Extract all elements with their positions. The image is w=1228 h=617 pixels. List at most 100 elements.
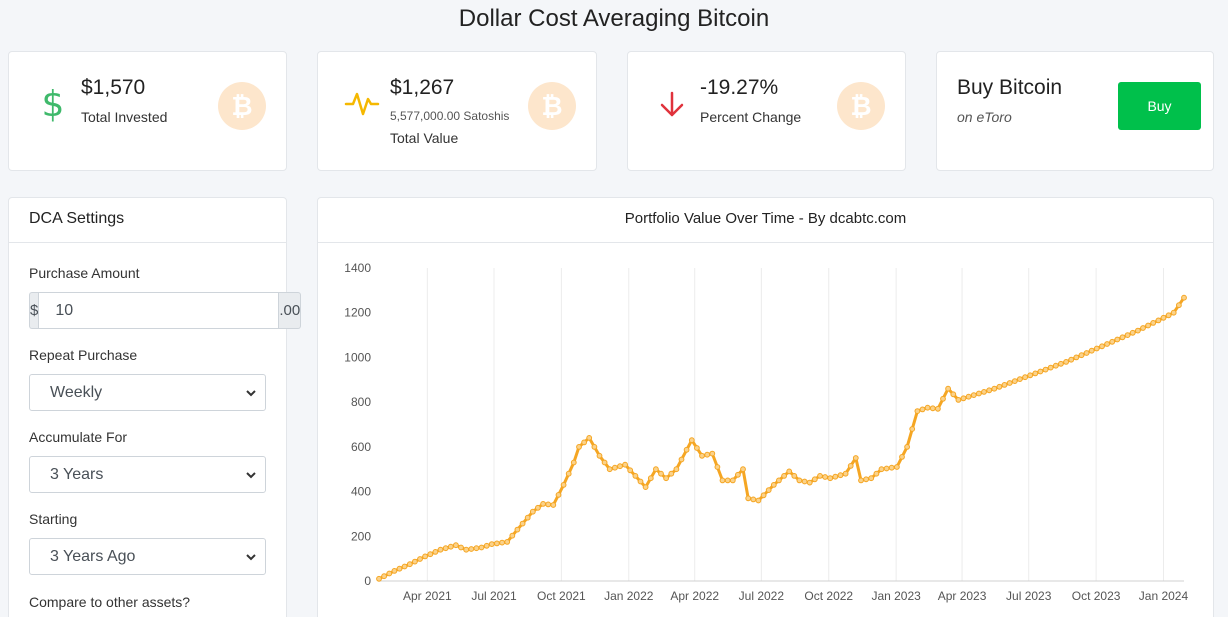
data-point bbox=[1063, 359, 1069, 365]
percent-change-card: -19.27% Percent Change ₿ bbox=[627, 51, 906, 171]
x-tick-label: Apr 2023 bbox=[938, 589, 987, 603]
total-value-label: Total Value bbox=[390, 130, 459, 146]
accumulate-for-select[interactable]: 3 Years bbox=[29, 456, 266, 493]
data-point bbox=[1068, 356, 1075, 363]
data-point bbox=[653, 466, 659, 473]
data-point bbox=[376, 575, 382, 582]
data-point bbox=[1124, 332, 1131, 338]
compare-assets-label: Compare to other assets? bbox=[29, 594, 191, 610]
buy-bitcoin-title: Buy Bitcoin bbox=[957, 76, 1063, 99]
data-point bbox=[991, 385, 998, 392]
data-point bbox=[519, 520, 526, 527]
data-point bbox=[935, 405, 941, 412]
dca-settings-panel: DCA Settings Purchase Amount $ .00 Repea… bbox=[8, 197, 302, 617]
data-point bbox=[796, 477, 803, 484]
data-point bbox=[627, 467, 634, 474]
data-point bbox=[617, 463, 623, 470]
percent-change-value: -19.27% bbox=[700, 76, 779, 99]
data-point bbox=[658, 470, 664, 477]
x-tick-label: Apr 2021 bbox=[403, 589, 452, 603]
portfolio-chart: Apr 2021 Jul 2021 Oct 2021 Jan 2022 Apr 2022… bbox=[344, 261, 1188, 603]
dca-settings-header: DCA Settings bbox=[9, 198, 286, 243]
data-point bbox=[591, 444, 598, 450]
data-point bbox=[832, 473, 839, 480]
data-point bbox=[596, 452, 603, 459]
purchase-amount-input[interactable] bbox=[38, 292, 280, 329]
accumulate-for-label: Accumulate For bbox=[29, 429, 128, 445]
data-point bbox=[478, 544, 485, 551]
data-point bbox=[704, 451, 711, 458]
chevron-down-icon bbox=[246, 554, 256, 561]
data-point bbox=[1078, 352, 1085, 359]
data-point bbox=[1114, 336, 1121, 343]
total-invested-card: $ $1,570 Total Invested ₿ bbox=[8, 51, 287, 171]
data-point bbox=[929, 405, 936, 412]
data-point bbox=[514, 526, 521, 533]
data-point bbox=[1083, 350, 1090, 356]
data-point bbox=[986, 387, 993, 394]
data-point bbox=[601, 459, 608, 466]
bitcoin-icon: ₿ bbox=[528, 82, 576, 130]
buy-button[interactable]: Buy bbox=[1118, 82, 1201, 130]
data-point bbox=[565, 470, 572, 477]
data-point bbox=[750, 496, 757, 503]
data-point bbox=[417, 556, 423, 562]
data-point bbox=[1042, 366, 1049, 373]
activity-icon bbox=[342, 84, 382, 124]
repeat-purchase-select[interactable]: Weekly bbox=[29, 374, 266, 411]
data-point bbox=[442, 545, 449, 552]
buy-bitcoin-card: Buy Bitcoin on eToro Buy bbox=[936, 51, 1214, 171]
chart-panel: Portfolio Value Over Time - By dcabtc.co… bbox=[317, 197, 1214, 617]
x-tick-label: Jan 2022 bbox=[604, 589, 654, 603]
data-point bbox=[1104, 341, 1110, 347]
data-point bbox=[483, 542, 490, 549]
data-point bbox=[770, 482, 777, 488]
data-point bbox=[401, 563, 408, 570]
data-point bbox=[945, 385, 951, 392]
data-point bbox=[1073, 354, 1080, 361]
data-point bbox=[940, 395, 946, 402]
data-point bbox=[570, 459, 577, 466]
data-point bbox=[1058, 360, 1064, 367]
bitcoin-icon: ₿ bbox=[837, 82, 885, 130]
data-point bbox=[878, 466, 885, 473]
data-point bbox=[811, 476, 818, 483]
data-point bbox=[714, 464, 721, 470]
purchase-amount-group: $ .00 bbox=[29, 292, 302, 329]
starting-select[interactable]: 3 Years Ago bbox=[29, 538, 266, 575]
x-tick-label: Apr 2022 bbox=[670, 589, 719, 603]
data-point bbox=[524, 514, 531, 521]
data-point bbox=[422, 553, 428, 560]
y-tick-label: 800 bbox=[351, 395, 371, 409]
data-point bbox=[786, 468, 793, 475]
starting-value: 3 Years Ago bbox=[50, 547, 136, 565]
data-point bbox=[740, 466, 746, 473]
data-point bbox=[560, 482, 567, 488]
data-point bbox=[873, 470, 880, 477]
data-point bbox=[894, 464, 900, 470]
data-point bbox=[391, 568, 398, 574]
total-value-value: $1,267 bbox=[390, 76, 455, 99]
data-point bbox=[468, 546, 475, 552]
data-point bbox=[581, 439, 588, 446]
data-point bbox=[427, 551, 434, 558]
data-point bbox=[847, 463, 854, 469]
data-point bbox=[1181, 294, 1187, 301]
data-point bbox=[858, 477, 864, 484]
data-point bbox=[647, 475, 654, 482]
x-tick-label: Oct 2021 bbox=[537, 589, 586, 603]
data-point bbox=[883, 465, 890, 472]
data-point bbox=[663, 475, 670, 482]
data-point bbox=[709, 450, 716, 457]
x-tick-label: Jul 2021 bbox=[471, 589, 517, 603]
data-point bbox=[632, 473, 639, 479]
data-point bbox=[909, 426, 916, 432]
bitcoin-icon: ₿ bbox=[218, 82, 266, 130]
data-point bbox=[453, 542, 459, 549]
data-point bbox=[688, 437, 695, 444]
data-point bbox=[724, 477, 731, 484]
data-point bbox=[555, 492, 562, 498]
data-point bbox=[806, 479, 813, 486]
data-point bbox=[745, 495, 752, 502]
data-point bbox=[535, 504, 541, 511]
